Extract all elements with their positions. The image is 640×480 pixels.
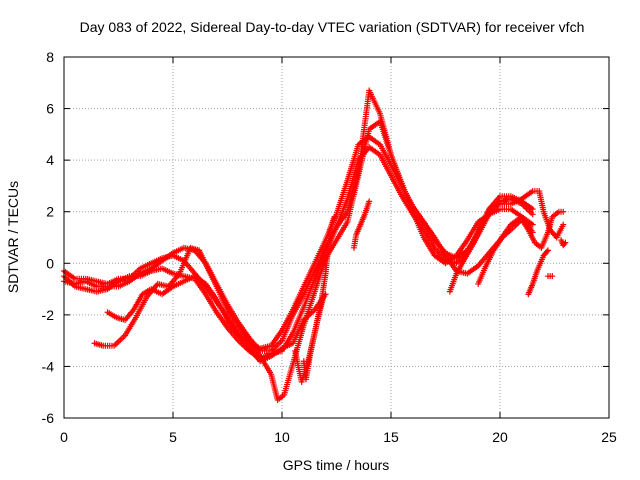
data-series	[475, 208, 567, 287]
plot-frame	[63, 56, 610, 419]
y-tick-label: -2	[42, 307, 55, 323]
y-tick-label: 0	[46, 255, 54, 271]
data-point	[561, 240, 568, 247]
data-point	[529, 206, 536, 213]
y-tick-label: -4	[42, 358, 55, 374]
data-series	[558, 237, 569, 249]
data-point	[560, 221, 567, 228]
x-tick-label: 25	[601, 429, 617, 445]
x-tick-label: 10	[274, 429, 290, 445]
x-tick-label: 0	[60, 429, 68, 445]
data-point	[560, 208, 567, 215]
data-series	[544, 273, 556, 280]
chart-title: Day 083 of 2022, Sidereal Day-to-day VTE…	[80, 19, 585, 35]
data-point	[331, 213, 338, 220]
data-point	[366, 198, 373, 205]
x-axis-label: GPS time / hours	[283, 457, 390, 473]
y-tick-label: 6	[46, 101, 54, 117]
x-tick-label: 20	[492, 429, 508, 445]
data-point	[544, 247, 551, 254]
y-tick-label: 2	[46, 204, 54, 220]
x-tick-label: 5	[169, 429, 177, 445]
data-series	[446, 188, 567, 295]
x-axis-ticks: 0 5 10 15 20 25	[60, 57, 617, 445]
data-series	[104, 273, 329, 365]
data-point	[543, 248, 550, 255]
y-axis-label: SDTVAR / TECUs	[5, 181, 21, 293]
data-point	[562, 239, 569, 246]
data-series	[350, 198, 373, 251]
data-marks	[61, 87, 569, 403]
data-series	[91, 118, 536, 403]
x-tick-label: 15	[383, 429, 399, 445]
y-tick-label: -6	[42, 410, 55, 426]
data-series	[525, 247, 551, 298]
data-point	[529, 221, 536, 228]
data-point	[549, 273, 556, 280]
y-tick-label: 8	[46, 49, 54, 65]
data-series	[300, 293, 327, 383]
data-point	[320, 293, 327, 300]
y-axis-ticks: -6 -4 -2 0 2 4 6 8	[42, 49, 609, 426]
data-point	[529, 211, 536, 218]
y-tick-label: 4	[46, 152, 54, 168]
